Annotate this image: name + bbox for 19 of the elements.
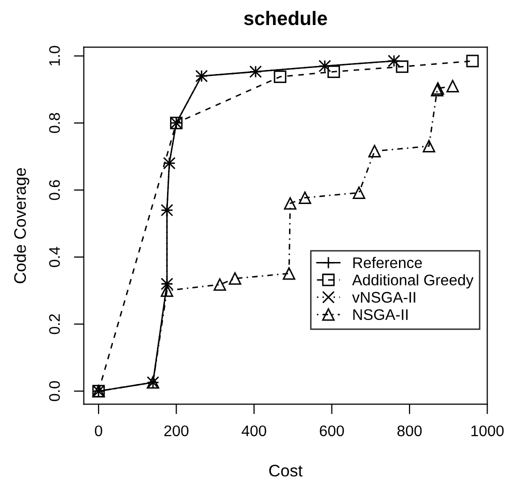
chart-title: schedule (244, 10, 328, 26)
x-tick-label: 1000 (471, 425, 504, 436)
legend-label: NSGA-II (353, 309, 408, 320)
legend-label: Additional Greedy (352, 274, 474, 288)
legend-label: Reference (353, 256, 422, 268)
x-tick-label: 400 (242, 425, 266, 436)
y-tick-label: 0.2 (49, 314, 60, 334)
y-tick-label: 0.6 (49, 180, 60, 200)
x-tick-label: 800 (397, 425, 422, 436)
y-tick-label: 0.4 (49, 246, 60, 268)
y-tick-label: 0.0 (49, 381, 60, 402)
y-axis-title: Code Coverage (14, 168, 30, 284)
x-tick-label: 0 (94, 425, 102, 436)
legend-label: vNSGA-II (352, 292, 416, 303)
x-axis-title: Cost (269, 464, 303, 477)
y-tick-label: 1.0 (49, 46, 60, 66)
y-tick-label: 0.8 (49, 113, 60, 134)
x-tick-label: 600 (320, 425, 344, 436)
x-tick-label: 200 (164, 425, 188, 436)
